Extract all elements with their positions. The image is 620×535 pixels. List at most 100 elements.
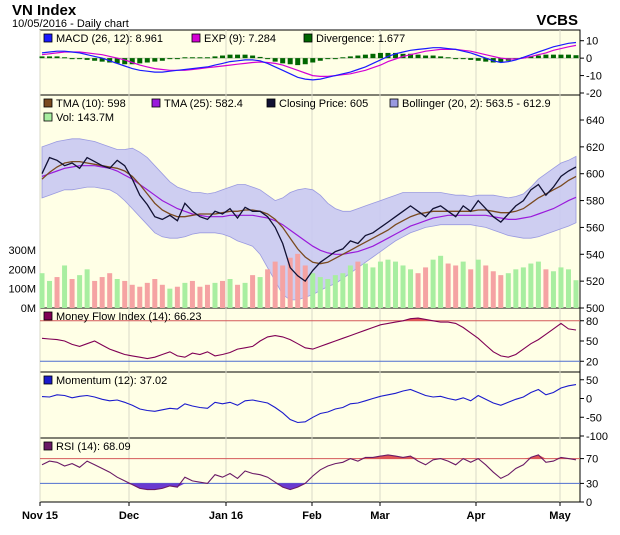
y-tick-label: 50	[586, 375, 598, 387]
y-tick-label: -50	[586, 412, 602, 424]
divergence-bar	[204, 57, 210, 59]
divergence-bar	[377, 52, 383, 59]
volume-bar	[385, 259, 391, 308]
volume-bar	[47, 280, 53, 308]
y-tick-label: -10	[586, 71, 602, 83]
divergence-bar	[310, 58, 316, 63]
volume-bar	[69, 279, 75, 308]
panel-momentum-background	[39, 371, 581, 439]
legend-label: Bollinger (20, 2): 563.5 - 612.9	[402, 98, 551, 110]
volume-bar	[340, 273, 346, 308]
volume-bar	[550, 271, 556, 308]
divergence-bar	[137, 58, 143, 64]
volume-bar	[332, 275, 338, 308]
y-tick-label: 0	[586, 53, 592, 65]
volume-bar	[505, 273, 511, 308]
volume-bar	[355, 261, 361, 308]
y-tick-label: 30	[586, 478, 598, 490]
volume-bar	[513, 269, 519, 308]
legend-label: Vol: 143.7M	[56, 112, 114, 124]
divergence-bar	[460, 58, 466, 60]
legend-swatch	[151, 98, 161, 108]
divergence-bar	[84, 58, 90, 60]
divergence-bar	[54, 56, 60, 59]
panel-rsi-background	[39, 437, 581, 503]
volume-bar	[543, 269, 549, 308]
mfi-line	[41, 317, 577, 360]
y-tick-label: 0	[586, 497, 592, 509]
volume-bar	[152, 279, 158, 308]
divergence-bar	[280, 58, 286, 64]
momentum-line	[41, 384, 577, 424]
volume-bar	[460, 261, 466, 308]
volume-bar	[197, 286, 203, 308]
x-tick-label: Mar	[370, 510, 390, 522]
y-tick-label: 80	[586, 316, 598, 328]
divergence-bar	[182, 57, 188, 59]
volume-bar	[498, 275, 504, 308]
volume-bar	[114, 279, 120, 308]
volume-tick-label: 200M	[8, 264, 36, 276]
divergence-bar	[295, 58, 301, 66]
tma25-line	[41, 165, 577, 255]
divergence-bar	[250, 55, 256, 59]
y-tick-label: 0	[586, 394, 592, 406]
divergence-bar	[468, 58, 474, 60]
chart-title: VN Index	[12, 2, 77, 19]
x-tick-label: Nov 15	[22, 510, 58, 522]
legend-swatch	[43, 311, 53, 321]
volume-bar	[415, 273, 421, 308]
y-tick-label: 620	[586, 142, 604, 154]
x-tick-label: Feb	[302, 510, 322, 522]
bollinger-band	[41, 138, 577, 301]
divergence-bar	[362, 54, 368, 59]
volume-bar	[317, 277, 323, 308]
legend-label: TMA (10): 598	[56, 98, 126, 110]
divergence-bar	[550, 54, 556, 59]
exp-line	[41, 44, 577, 77]
volume-bar	[295, 253, 301, 308]
legend-swatch	[43, 112, 53, 122]
divergence-bar	[565, 54, 571, 59]
legend-swatch	[191, 33, 201, 43]
volume-bar	[310, 273, 316, 308]
legend-swatch	[43, 33, 53, 43]
volume-bar	[430, 259, 436, 308]
volume-bar	[77, 275, 83, 308]
volume-bar	[362, 263, 368, 308]
volume-tick-label: 0M	[21, 303, 36, 315]
divergence-bar	[257, 56, 263, 59]
divergence-bar	[189, 57, 195, 59]
divergence-bar	[535, 55, 541, 59]
volume-bar	[39, 273, 45, 308]
volume-bar	[54, 277, 60, 308]
volume-bar	[370, 267, 376, 308]
divergence-bar	[220, 55, 226, 59]
volume-bar	[235, 284, 241, 308]
rsi-overbought-area	[40, 454, 580, 459]
legend-label: RSI (14): 68.09	[56, 441, 131, 453]
volume-bar	[122, 280, 128, 308]
divergence-bar	[77, 58, 83, 60]
y-tick-label: 640	[586, 115, 604, 127]
volume-bar	[257, 277, 263, 308]
divergence-bar	[558, 54, 564, 59]
divergence-bar	[302, 58, 308, 65]
legend-swatch	[43, 441, 53, 451]
legend-swatch	[266, 98, 276, 108]
divergence-bar	[355, 55, 361, 59]
divergence-bar	[445, 57, 451, 59]
legend-label: Closing Price: 605	[279, 98, 368, 110]
divergence-bar	[325, 58, 331, 60]
divergence-bar	[174, 58, 180, 60]
divergence-bar	[129, 58, 135, 65]
divergence-bar	[317, 58, 323, 61]
y-tick-label: -100	[586, 431, 608, 443]
divergence-bar	[92, 58, 98, 61]
legend-label: MACD (26, 12): 8.961	[56, 33, 163, 45]
volume-bar	[565, 269, 571, 308]
divergence-bar	[39, 56, 45, 59]
y-tick-label: 540	[586, 249, 604, 261]
y-tick-label: 600	[586, 169, 604, 181]
volume-bar	[475, 259, 481, 308]
